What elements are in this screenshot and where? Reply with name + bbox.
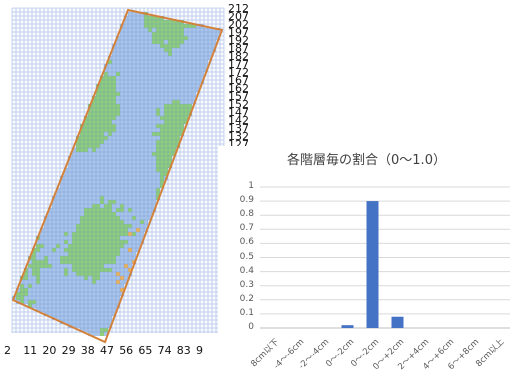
heatmap-column-tick-label: 65 [138,344,153,357]
heatmap-row-tick-label: 167 [228,74,249,87]
heatmap-row-tick-label: 152 [228,98,249,111]
y-tick-label: 0.7 [239,223,254,234]
y-tick-label: 0.8 [239,209,254,220]
heatmap-column-tick-label: 29 [61,344,76,357]
heatmap-column-tick-label: 47 [100,344,114,357]
y-tick-label: 1 [248,181,254,191]
heatmap-column-tick-label: 83 [176,344,191,357]
heatmap-cells [12,12,220,336]
heatmap-row-tick-label: 197 [228,26,249,39]
y-tick-label: 0.2 [239,293,254,304]
y-tick-label: 0.1 [239,307,254,318]
heatmap-column-tick-label: 2 [4,344,11,357]
heatmap-row-tick-label: 157 [228,90,249,103]
heatmap-column-tick-label: 20 [42,344,57,357]
heatmap-row-tick-label: 172 [228,66,249,79]
y-tick-label: 0.3 [239,279,254,290]
bar [341,325,354,328]
heatmap-row-tick-label: 132 [228,130,249,143]
heatmap-row-tick-label: 202 [228,18,249,31]
heatmap-chart [11,7,225,344]
bar [391,316,404,328]
heatmap-column-tick-label: 9 [196,344,203,357]
heatmap-row-tick-label: 187 [228,42,249,55]
bar-chart-panel: 各階層毎の割合（0〜1.0） 1 0.9 0.8 0.7 0.6 0.5 0.4 0.3 0.2… [218,146,515,372]
chart-title: 各階層毎の割合（0〜1.0） [287,153,446,168]
y-tick-label: 0 [248,322,254,332]
y-tick-label: 0.4 [239,265,254,276]
y-tick-label: 0.6 [239,237,254,248]
heatmap-column-tick-label: 38 [80,344,95,357]
heatmap-row-tick-label: 127 [228,138,249,151]
heatmap-row-tick-label: 207 [228,10,249,23]
heatmap-row-tick-label: 147 [228,106,249,119]
heatmap-column-tick-label: 74 [157,344,172,357]
y-tick-label: 0.5 [239,251,254,262]
bar [366,201,379,328]
heatmap-row-tick-label: 212 [228,2,249,15]
heatmap-row-tick-label: 192 [228,34,249,47]
heatmap-row-tick-label: 142 [228,114,249,127]
field-outline [11,8,224,344]
heatmap-row-tick-label: 162 [228,82,249,95]
heatmap-row-tick-label: 182 [228,50,249,63]
heatmap-row-tick-label: 137 [228,122,249,135]
heatmap-row-tick-label: 177 [228,58,249,71]
bar-chart [260,186,510,329]
heatmap-grid [11,7,225,333]
heatmap-column-tick-label: 56 [119,344,134,357]
heatmap-column-tick-label: 11 [23,344,38,357]
y-tick-label: 0.9 [239,195,254,206]
